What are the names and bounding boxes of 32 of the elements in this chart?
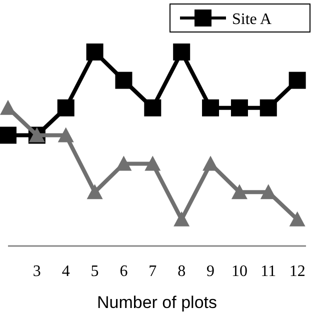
- point: [116, 156, 132, 171]
- point: [0, 100, 16, 115]
- point: [174, 211, 190, 226]
- point: [86, 44, 104, 60]
- x-tick-label: 4: [62, 263, 70, 280]
- x-tick-label: 11: [260, 263, 276, 280]
- x-tick-label: 9: [206, 263, 215, 280]
- x-tick-label: 12: [289, 263, 306, 280]
- point: [260, 184, 276, 200]
- point: [288, 72, 306, 89]
- x-axis-title: Number of plots: [97, 293, 217, 312]
- point: [231, 184, 248, 200]
- point: [289, 211, 306, 226]
- point: [230, 99, 248, 116]
- x-tick-label: 10: [231, 263, 248, 280]
- x-tick-label: 5: [90, 263, 99, 280]
- point: [260, 99, 277, 116]
- point: [86, 184, 103, 200]
- point: [202, 99, 220, 116]
- point: [144, 99, 162, 116]
- point: [57, 99, 74, 116]
- point: [0, 126, 16, 144]
- x-tick-label: 7: [148, 263, 157, 280]
- point: [173, 44, 190, 60]
- point: [202, 156, 219, 171]
- point: [115, 72, 132, 89]
- point: [144, 156, 161, 171]
- x-tick-label: 6: [120, 263, 128, 280]
- legend-label: Site A: [232, 11, 272, 28]
- x-tick-label: 3: [32, 263, 41, 280]
- x-tick-label: 8: [178, 263, 186, 280]
- point: [58, 127, 74, 142]
